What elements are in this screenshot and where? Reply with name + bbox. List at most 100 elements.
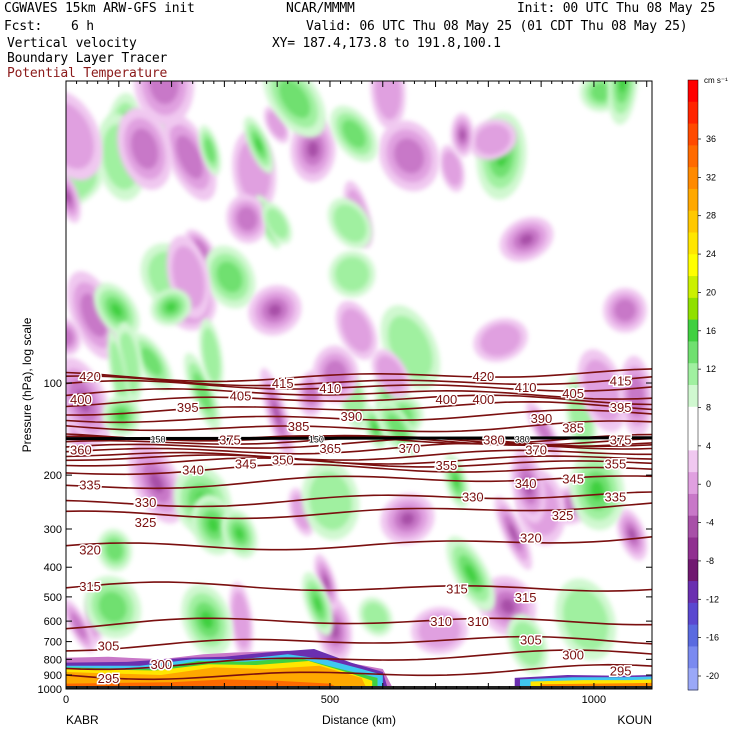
- forecast-label: Fcst:: [4, 19, 43, 34]
- y-tick-label: 100: [44, 378, 62, 390]
- colorbar-swatch: [688, 472, 698, 495]
- potential-temperature-contours: [66, 368, 652, 681]
- downdraft-region: [468, 119, 517, 161]
- colorbar-label: 0: [706, 479, 711, 489]
- colorbar-swatch: [688, 297, 698, 321]
- updraft-region: [555, 578, 617, 661]
- updraft-region: [302, 572, 334, 636]
- colorbar-swatch: [688, 341, 698, 364]
- updraft-region: [243, 116, 274, 174]
- updraft-region: [330, 105, 378, 163]
- contour-label: 325: [552, 508, 574, 523]
- cross-section-endpoints: XY= 187.4,173.8 to 191.8,100.1: [272, 36, 501, 51]
- colorbar-label: -12: [706, 594, 719, 604]
- updraft-region: [93, 282, 140, 338]
- theta-contour-325: [66, 502, 652, 520]
- downdraft-region: [510, 449, 546, 524]
- updraft-region: [184, 352, 221, 431]
- colorbar-swatch: [688, 493, 698, 517]
- contour-label: 310: [430, 614, 452, 629]
- updraft-region: [130, 333, 173, 391]
- contour-label: 415: [272, 376, 294, 391]
- contour-label: 295: [98, 671, 120, 686]
- y-tick-label: 900: [44, 670, 62, 682]
- downdraft-region: [335, 300, 378, 360]
- colorbar-swatch: [688, 537, 698, 560]
- vertical-velocity-shading: [66, 81, 652, 674]
- colorbar-swatch: [688, 581, 698, 604]
- theta-contour-400: [66, 394, 652, 408]
- downdraft-region: [370, 81, 406, 130]
- theta-contour-315: [66, 581, 652, 592]
- updraft-region: [97, 528, 132, 572]
- colorbar-label: 12: [706, 364, 716, 374]
- colorbar-label: 36: [706, 134, 716, 144]
- contour-label: 405: [562, 386, 584, 401]
- contour-label: 305: [520, 633, 542, 648]
- updraft-region: [199, 318, 224, 392]
- colorbar-swatch: [688, 276, 698, 299]
- field-boundary-layer-tracer: Boundary Layer Tracer: [7, 51, 168, 66]
- contour-label: 400: [473, 392, 495, 407]
- contour-label: 370: [525, 443, 547, 458]
- downdraft-region: [499, 216, 554, 263]
- y-tick-label: 600: [44, 616, 62, 628]
- updraft-region: [607, 81, 638, 125]
- contour-label: 360: [70, 443, 92, 458]
- contour-label: 310: [467, 614, 489, 629]
- downdraft-region: [117, 107, 172, 190]
- downdraft-region: [66, 318, 82, 356]
- updraft-region: [150, 288, 192, 326]
- contour-label: 300: [562, 647, 584, 662]
- downdraft-region: [128, 441, 185, 524]
- contour-label: 305: [98, 638, 120, 653]
- contour-label: 340: [182, 463, 204, 478]
- theta-contour-310: [66, 617, 652, 630]
- theta-contour-355: [66, 449, 652, 461]
- contour-label: 395: [177, 400, 199, 415]
- downdraft-region: [473, 318, 528, 362]
- model-title: CGWAVES 15km ARW-GFS init: [4, 1, 195, 16]
- updraft-region: [221, 509, 258, 559]
- contour-label: 325: [135, 515, 157, 530]
- contour-label: 355: [604, 456, 626, 471]
- colorbar-label: 28: [706, 211, 716, 221]
- contour-label: 335: [604, 490, 626, 505]
- theta-contour-390: [66, 409, 652, 424]
- colorbar-swatch: [688, 428, 698, 451]
- theta-contour-415: [66, 375, 652, 387]
- downdraft-region: [616, 508, 648, 561]
- colorbar-swatch: [688, 515, 698, 538]
- colorbar-swatch: [688, 254, 698, 277]
- downdraft-region: [226, 194, 268, 244]
- contour-label: 415: [610, 373, 632, 388]
- colorbar-swatch: [688, 210, 698, 233]
- updraft-region: [358, 597, 393, 637]
- colorbar-swatch: [688, 646, 698, 669]
- colorbar-label: 16: [706, 326, 716, 336]
- colorbar-swatch: [688, 406, 698, 430]
- updraft-region: [181, 584, 233, 656]
- y-tick-label: 400: [44, 562, 62, 574]
- contour-label: 410: [319, 381, 341, 396]
- downdraft-region: [450, 113, 475, 158]
- downdraft-region: [133, 81, 195, 127]
- downdraft-region: [603, 287, 647, 333]
- theta-contour-295: [66, 663, 652, 681]
- theta-contour-410: [66, 379, 652, 392]
- contour-label: 390: [531, 411, 553, 426]
- downdraft-region: [162, 113, 217, 201]
- colorbar-swatch: [688, 145, 698, 168]
- tropopause-line: [66, 436, 652, 441]
- downdraft-region: [263, 106, 290, 144]
- source-label: NCAR/MMMM: [286, 1, 355, 16]
- contour-label: 390: [341, 409, 363, 424]
- contour-label: 400: [70, 392, 92, 407]
- colorbar-label: 24: [706, 249, 716, 259]
- contour-label: 345: [562, 471, 584, 486]
- right-endpoint-label: KOUN: [617, 713, 652, 727]
- updraft-region: [327, 197, 373, 249]
- contour-label: 420: [473, 369, 495, 384]
- contour-label: 365: [319, 441, 341, 456]
